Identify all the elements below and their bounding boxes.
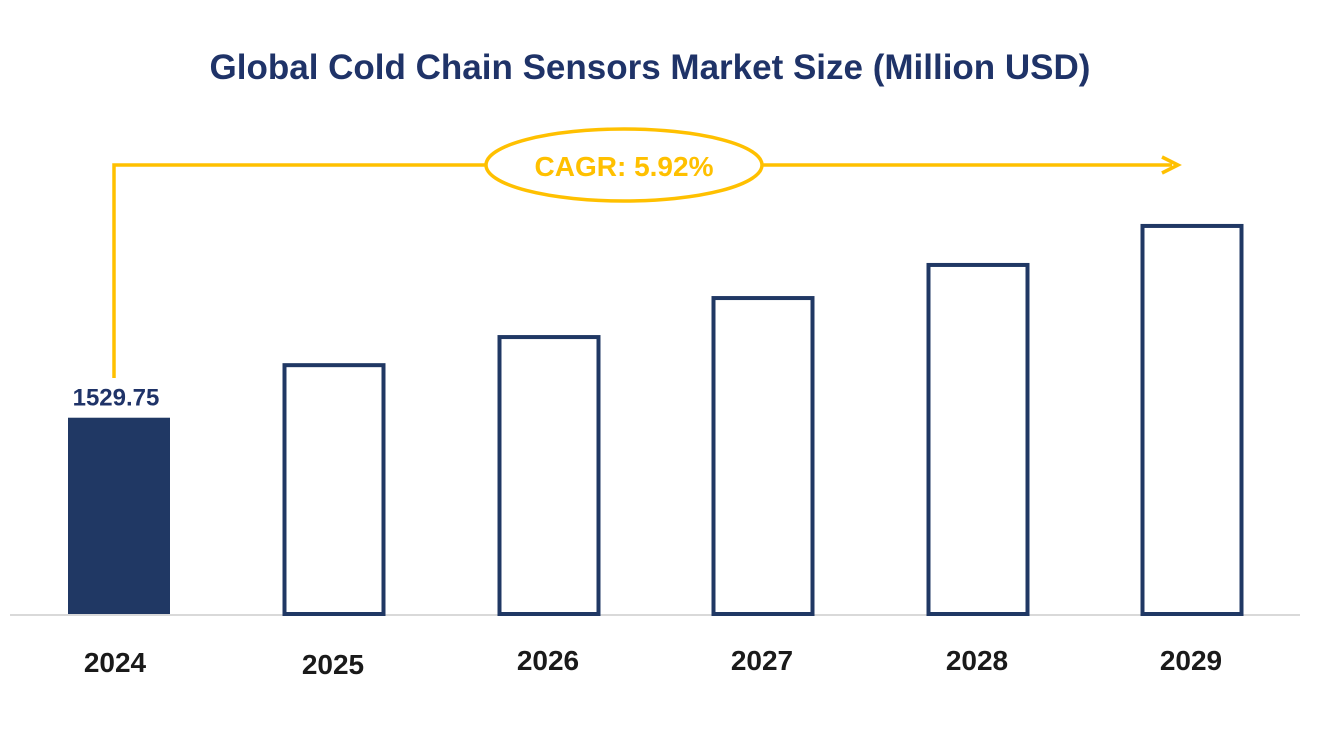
data-label: 1529.75 (73, 385, 160, 412)
x-tick-label: 2024 (84, 647, 147, 678)
bar-2024 (68, 417, 170, 614)
bar-2029 (1140, 223, 1244, 616)
bar-2028 (926, 262, 1030, 616)
bar-2026 (497, 335, 601, 616)
x-tick-label: 2028 (946, 645, 1008, 676)
bar-2025 (282, 363, 386, 617)
cagr-arrow-line (112, 163, 1172, 378)
cagr-label: CAGR: 5.92% (535, 151, 714, 182)
arrow-head-icon (1161, 155, 1182, 175)
bar-2027 (711, 296, 815, 616)
x-tick-label: 2026 (517, 645, 579, 676)
x-tick-label: 2029 (1160, 645, 1222, 676)
cagr-ellipse (484, 127, 764, 203)
x-tick-label: 2027 (731, 645, 793, 676)
x-tick-label: 2025 (302, 649, 364, 680)
chart-title: Global Cold Chain Sensors Market Size (M… (209, 48, 1091, 87)
